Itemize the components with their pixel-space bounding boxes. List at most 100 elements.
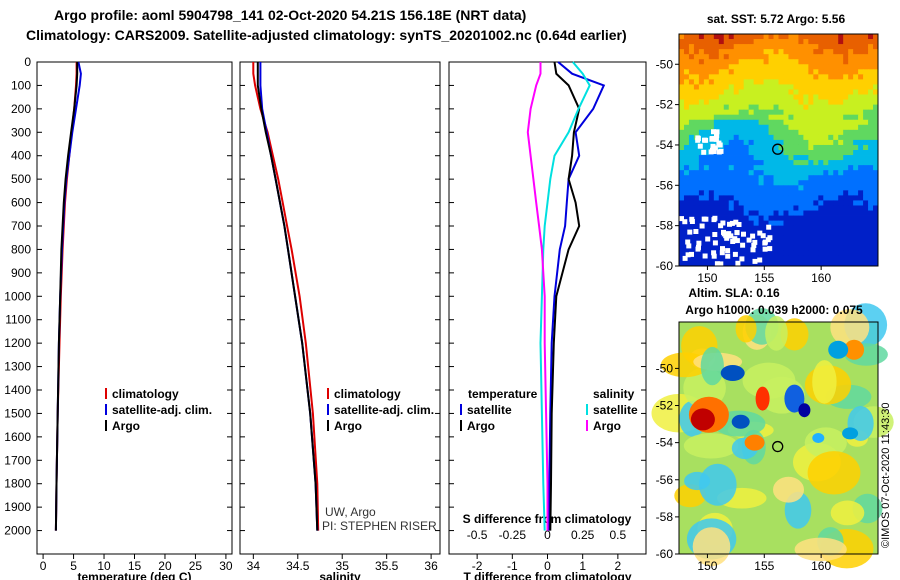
sst-cell: [813, 39, 819, 45]
sst-cell: [708, 139, 715, 146]
sla-anomaly: [699, 463, 737, 506]
sst-cell: [778, 220, 784, 227]
sst-cell: [763, 64, 769, 70]
sst-cell: [758, 79, 764, 85]
sst-cell: [693, 64, 700, 70]
sst-cell: [768, 129, 774, 136]
sst-cell: [873, 215, 879, 222]
sst-cell: [843, 134, 849, 141]
sst-cell: [853, 69, 859, 75]
sst-cell: [833, 129, 839, 136]
no-data-cell: [679, 216, 684, 222]
no-data-cell: [723, 233, 729, 239]
sst-cell: [763, 79, 769, 85]
sst-cell: [778, 139, 784, 146]
sst-cell: [713, 69, 720, 75]
sst-cell: [853, 260, 859, 267]
sst-cell: [823, 155, 829, 161]
sst-cell: [768, 155, 774, 161]
legend-label: Argo: [112, 419, 140, 433]
sst-cell: [743, 175, 750, 181]
sst-cell: [693, 235, 700, 242]
sst-cell: [798, 59, 804, 65]
sst-cell: [818, 99, 824, 106]
sst-cell: [863, 235, 869, 242]
plot-frame: [36, 61, 233, 555]
sst-cell: [823, 160, 829, 166]
sst-cell: [758, 119, 764, 126]
sst-cell: [843, 119, 849, 126]
sst-cell: [703, 39, 710, 45]
sst-cell: [818, 210, 824, 216]
sst-cell: [738, 225, 745, 232]
sst-cell: [823, 195, 829, 201]
sst-cell: [723, 215, 730, 222]
no-data-cell: [760, 233, 766, 239]
y-tick-label: -56: [656, 473, 674, 487]
sst-cell: [863, 245, 869, 252]
sst-cell: [753, 34, 760, 40]
sst-cell: [868, 165, 874, 171]
sst-cell: [743, 165, 750, 171]
sla-anomaly: [773, 476, 804, 503]
sst-cell: [688, 170, 695, 176]
sst-cell: [773, 200, 779, 206]
sst-cell: [728, 245, 735, 252]
sst-cell: [693, 160, 700, 166]
sst-cell: [818, 54, 824, 60]
sst-cell: [773, 245, 779, 252]
sst-cell: [773, 64, 779, 70]
sst-cell: [823, 34, 829, 40]
sst-cell: [693, 44, 700, 50]
sst-cell: [813, 205, 819, 211]
sst-cell: [873, 160, 879, 166]
sst-cell: [818, 69, 824, 75]
sst-cell: [693, 150, 700, 156]
sst-cell: [793, 59, 799, 65]
sst-cell: [718, 114, 725, 121]
sst-cell: [683, 260, 690, 267]
sst-cell: [768, 139, 774, 146]
sst-cell: [758, 114, 764, 121]
sst-cell: [808, 175, 814, 181]
sst-cell: [818, 49, 824, 55]
sst-cell: [773, 195, 779, 201]
sst-cell: [793, 104, 799, 111]
sst-cell: [823, 144, 829, 151]
sst-cell: [743, 155, 750, 161]
sst-cell: [808, 260, 814, 267]
sst-cell: [833, 200, 839, 206]
no-data-cell: [710, 147, 715, 153]
sst-cell: [748, 200, 755, 206]
sst-cell: [868, 34, 874, 40]
sst-cell: [858, 79, 864, 85]
sst-cell: [683, 160, 690, 166]
sst-cell: [818, 114, 824, 121]
sst-cell: [788, 180, 794, 186]
sst-cell: [733, 200, 740, 206]
sst-cell: [723, 54, 730, 60]
sst-cell: [798, 210, 804, 216]
sst-cell: [743, 34, 750, 40]
sst-cell: [793, 245, 799, 252]
sst-cell: [858, 205, 864, 211]
sst-cell: [688, 104, 695, 111]
sst-cell: [833, 84, 839, 90]
sst-cell: [818, 220, 824, 227]
sla-anomaly: [780, 318, 809, 351]
sst-cell: [843, 245, 849, 252]
sst-cell: [798, 49, 804, 55]
sst-cell: [848, 240, 854, 247]
sst-cell: [803, 180, 809, 186]
sst-cell: [703, 200, 710, 206]
sst-cell: [758, 195, 764, 201]
sst-cell: [783, 99, 789, 106]
sst-cell: [773, 54, 779, 60]
sst-cell: [858, 170, 864, 176]
sst-cell: [718, 74, 725, 80]
sst-cell: [853, 150, 859, 156]
sst-cell: [798, 245, 804, 252]
sst-cell: [823, 260, 829, 267]
sst-cell: [753, 155, 760, 161]
sst-cell: [703, 69, 710, 75]
